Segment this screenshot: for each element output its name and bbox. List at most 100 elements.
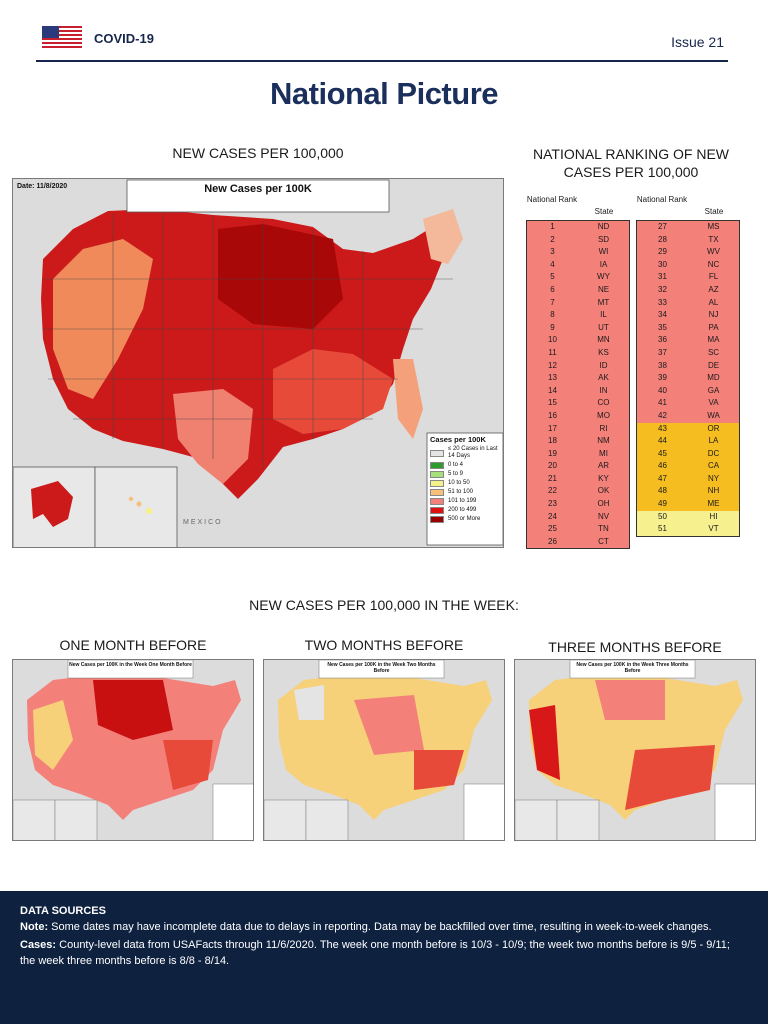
state-code: MA — [707, 335, 720, 345]
ranking-row: 38 DE — [637, 359, 739, 373]
ranking-table-right: National Rank State 27 MS 28 TX 29 WV 30 NC 31 FL… — [636, 194, 740, 537]
legend-item: 0 to 4 — [430, 462, 502, 469]
state-code: HI — [709, 511, 718, 521]
ranking-row: 12 ID — [527, 359, 629, 373]
rank-number: 41 — [658, 398, 667, 408]
ranking-row: 44 LA — [637, 435, 739, 448]
rank-number: 46 — [658, 461, 667, 471]
rank-number: 47 — [658, 473, 667, 483]
legend-swatch — [430, 471, 444, 478]
state-code: VT — [708, 524, 719, 534]
ranking-row: 16 MO — [527, 409, 629, 423]
legend-swatch — [430, 498, 444, 505]
rank-number: 15 — [548, 398, 557, 408]
state-code: RI — [599, 423, 608, 433]
footer-cases: Cases: County-level data from USAFacts t… — [20, 937, 748, 969]
main-map-label: NEW CASES PER 100,000 — [172, 145, 344, 161]
ranking-row: 41 VA — [637, 397, 739, 410]
header-divider — [36, 60, 728, 62]
legend-swatch — [430, 462, 444, 469]
cases-label: Cases: — [20, 939, 57, 951]
ranking-row: 40 GA — [637, 384, 739, 398]
legend-label: 0 to 4 — [448, 462, 464, 468]
rank-number: 25 — [548, 524, 557, 534]
ranking-row: 8 IL — [527, 309, 629, 322]
rank-number: 40 — [658, 385, 667, 395]
state-code: ME — [707, 499, 720, 509]
rank-number: 9 — [550, 322, 555, 332]
legend-label: 101 to 199 — [448, 498, 477, 504]
one-month-map-title: New Cases per 100K in the Week One Month… — [69, 662, 192, 668]
state-code: IL — [600, 310, 607, 320]
state-code: AL — [708, 297, 719, 307]
state-code: OH — [597, 499, 610, 509]
footer-note: Note: Some dates may have incomplete dat… — [20, 919, 748, 935]
state-code: NY — [707, 473, 720, 483]
rank-number: 6 — [550, 284, 555, 294]
rank-number: 26 — [548, 536, 557, 546]
state-code: UT — [598, 322, 609, 332]
legend-label: 5 to 9 — [448, 471, 464, 477]
cases-text: County-level data from USAFacts through … — [20, 939, 730, 967]
ranking-row: 21 KY — [527, 472, 629, 486]
ranking-row: 31 FL — [637, 271, 739, 284]
ranking-row: 7 MT — [527, 296, 629, 310]
rank-number: 18 — [548, 436, 557, 446]
state-code: OR — [707, 423, 720, 433]
legend-item: 5 to 9 — [430, 471, 502, 478]
ranking-label: NATIONAL RANKING OF NEW CASES PER 100,00… — [532, 146, 729, 180]
state-code: TX — [708, 234, 719, 244]
ranking-row: 39 MD — [637, 372, 739, 385]
main-map-title: New Cases per 100K — [204, 183, 312, 195]
two-months-map: New Cases per 100K in the Week Two Month… — [263, 659, 505, 841]
legend-label: 51 to 100 — [448, 489, 474, 495]
rank-number: 21 — [548, 473, 557, 483]
one-month-map: New Cases per 100K in the Week One Month… — [12, 659, 254, 841]
ranking-row: 37 SC — [637, 346, 739, 360]
legend-item: 200 to 499 — [430, 507, 502, 514]
rank-number: 20 — [548, 461, 557, 471]
ranking-row: 27 MS — [637, 221, 739, 234]
rank-column-header: National Rank — [526, 195, 578, 204]
state-code: GA — [707, 385, 720, 395]
ranking-row: 10 MN — [527, 334, 629, 347]
rank-number: 51 — [658, 524, 667, 534]
state-code: NC — [707, 259, 720, 269]
rank-number: 4 — [550, 259, 555, 269]
state-code: AZ — [708, 284, 719, 294]
ranking-row: 15 CO — [527, 397, 629, 410]
rank-number: 49 — [658, 499, 667, 509]
ranking-row: 45 DC — [637, 447, 739, 461]
one-month-label: ONE MONTH BEFORE — [59, 637, 207, 653]
legend-swatch — [430, 449, 444, 457]
main-map-date: Date: 11/8/2020 — [17, 183, 68, 190]
state-code: MD — [707, 373, 720, 383]
ranking-row: 13 AK — [527, 372, 629, 385]
note-text: Some dates may have incomplete data due … — [48, 921, 712, 933]
rank-number: 10 — [548, 335, 557, 345]
legend-swatch — [430, 507, 444, 514]
ranking-row: 14 IN — [527, 384, 629, 398]
state-code: PA — [708, 322, 719, 332]
rank-number: 23 — [548, 499, 557, 509]
ranking-row: 11 KS — [527, 346, 629, 360]
ranking-row: 23 OH — [527, 498, 629, 511]
rank-number: 34 — [658, 310, 667, 320]
footer-heading: DATA SOURCES — [20, 905, 106, 917]
state-code: SD — [597, 234, 610, 244]
rank-number: 39 — [658, 373, 667, 383]
legend-label: ≤ 20 Cases in Last 14 Days — [448, 446, 498, 459]
rank-number: 38 — [658, 360, 667, 370]
ranking-row: 35 PA — [637, 321, 739, 335]
ranking-row: 24 NV — [527, 510, 629, 524]
state-code: NM — [597, 436, 610, 446]
main-map-legend: Cases per 100K ≤ 20 Cases in Last 14 Day… — [430, 435, 502, 525]
rank-number: 31 — [658, 272, 667, 282]
rank-number: 11 — [548, 347, 557, 357]
three-months-map: New Cases per 100K in the Week Three Mon… — [514, 659, 756, 841]
ranking-row: 18 NM — [527, 435, 629, 448]
ranking-table-left: National Rank State 1 ND 2 SD 3 WI 4 IA 5 WY 6 NE 7 M… — [526, 194, 630, 550]
rank-number: 7 — [550, 297, 555, 307]
brand-label: COVID-19 — [94, 31, 154, 46]
rank-number: 1 — [550, 222, 555, 231]
